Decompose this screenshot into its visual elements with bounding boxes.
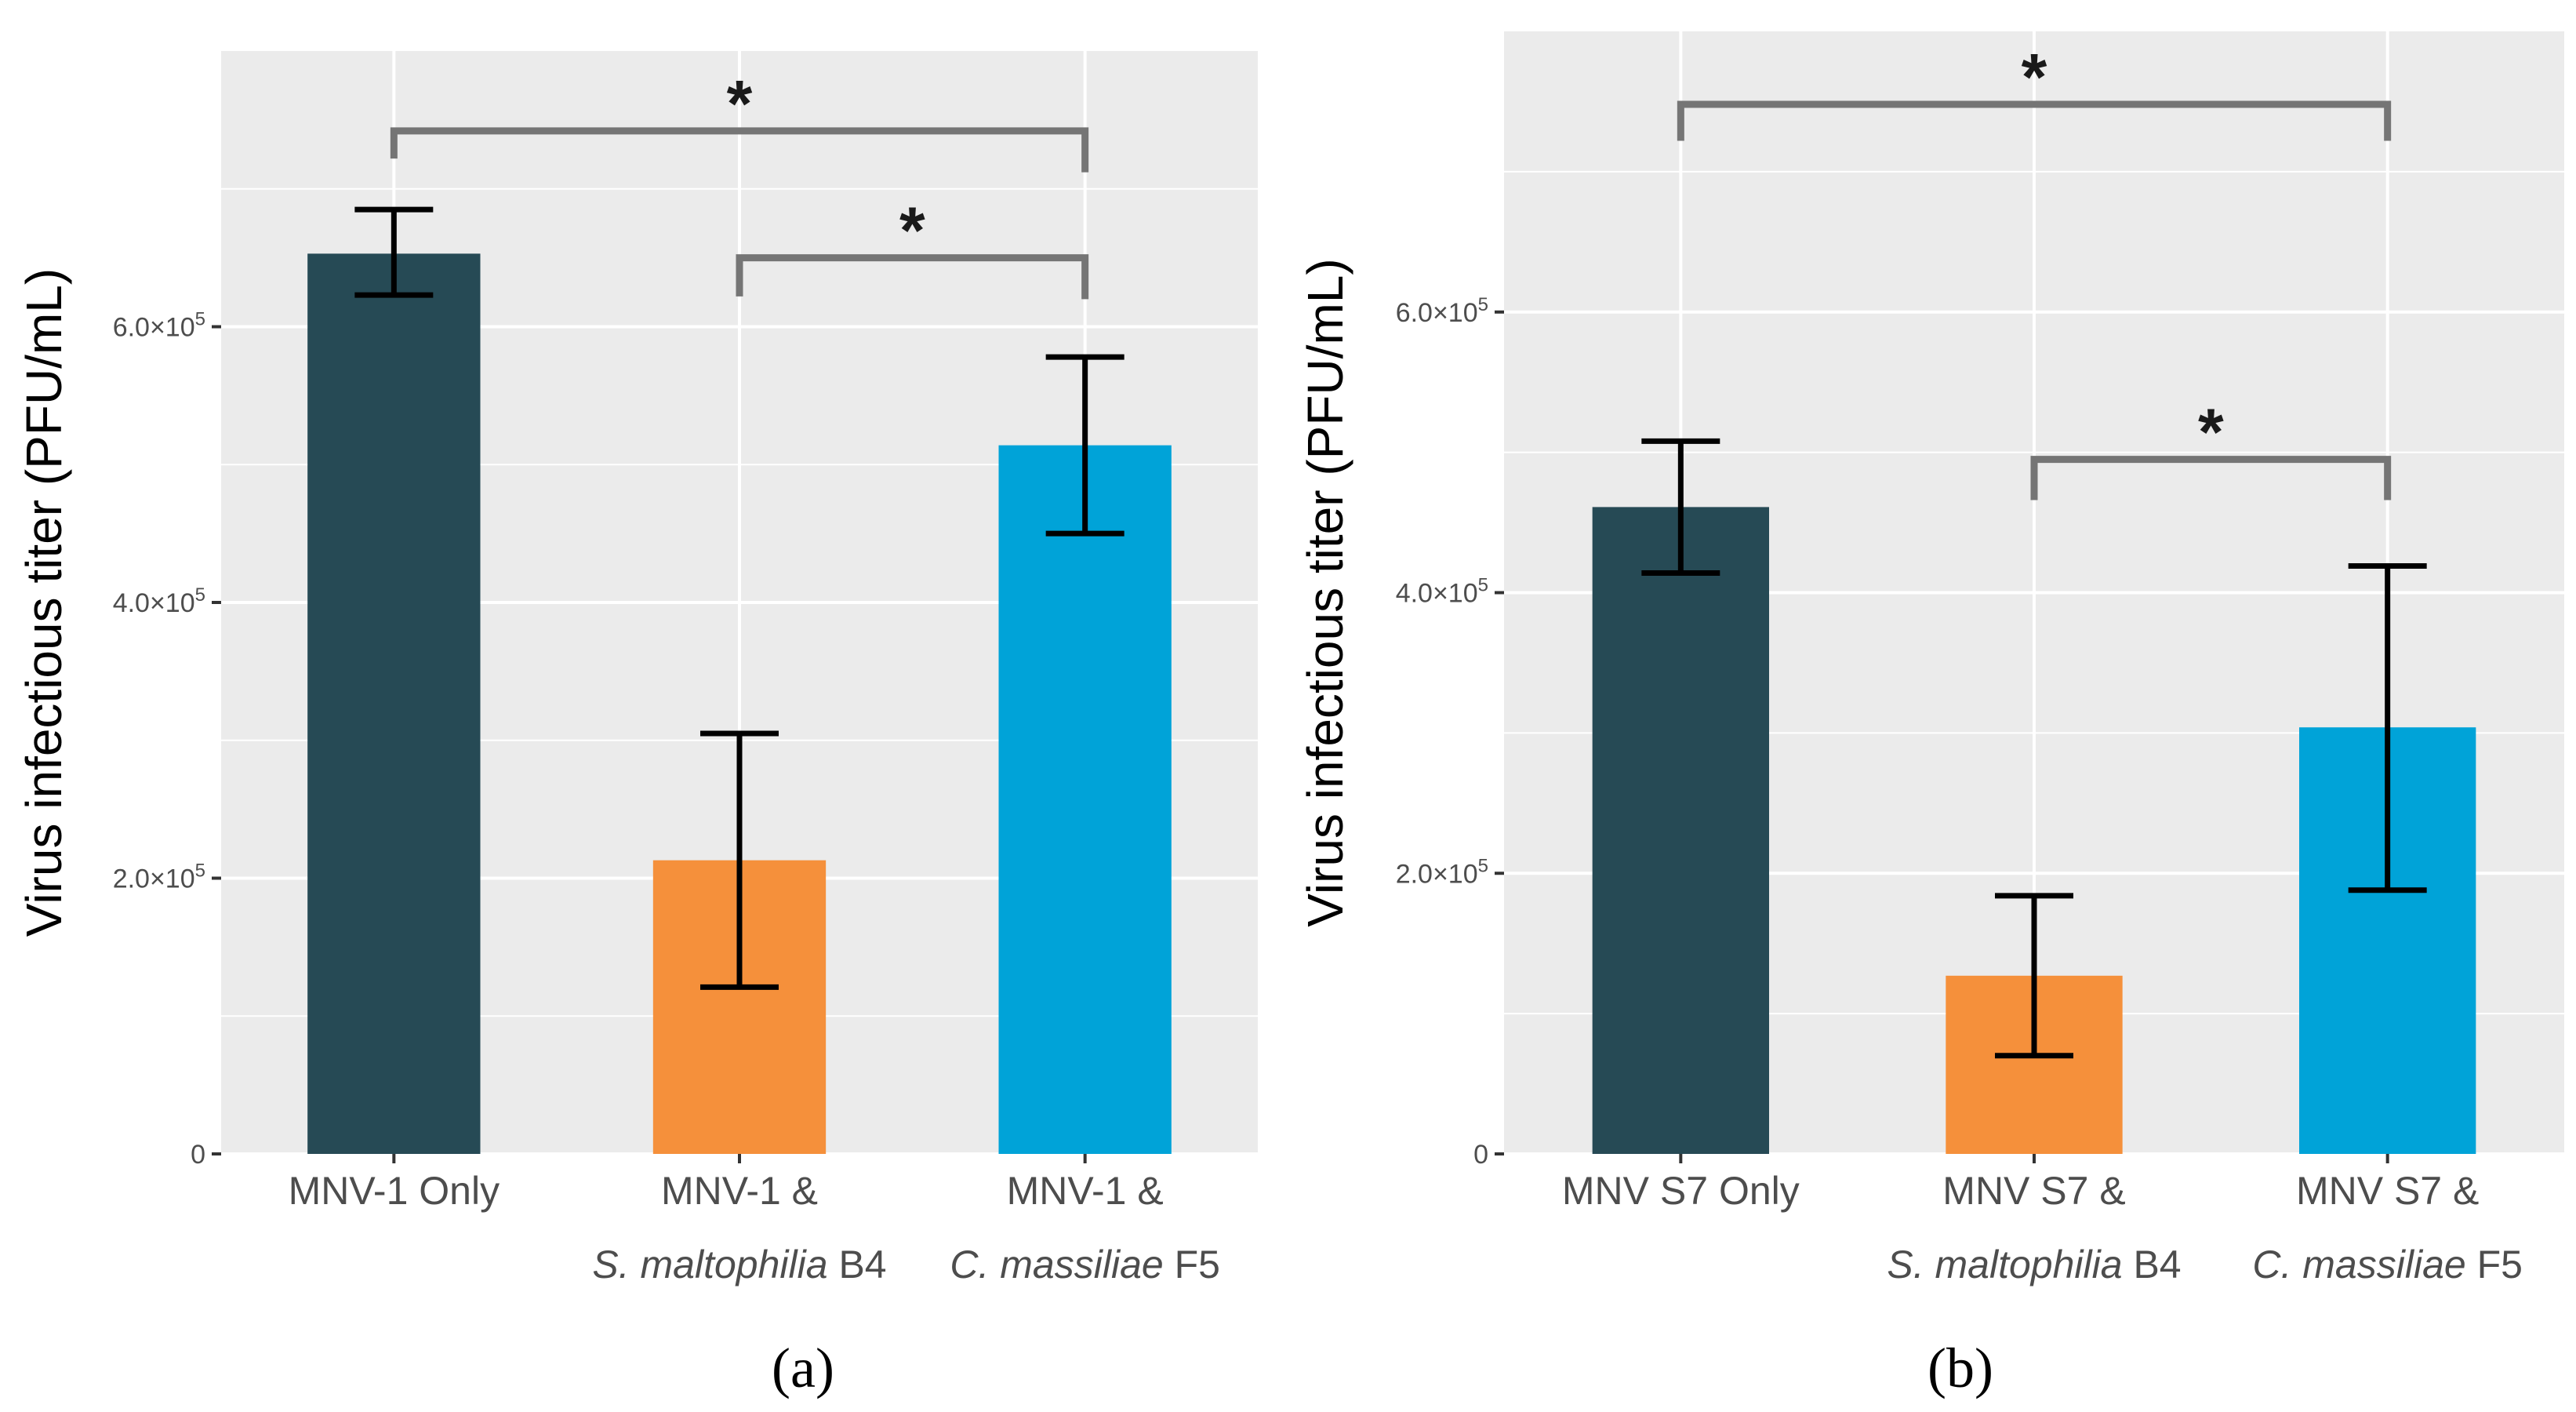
x-category-label: MNV-1 Only [289, 1169, 500, 1213]
y-tick-label: 4.0×105 [113, 584, 205, 618]
chart-panel-b: 0 2.0×105 4.0×105 6.0×105 * * MNV S7 Only MNV S… [1297, 31, 2564, 1399]
chart-panel-a: 0 2.0×105 4.0×105 6.0×105 * * MNV-1 Only MNV-1 … [16, 51, 1258, 1399]
significance-bracket-line [736, 254, 1089, 300]
error-bar-3 [1045, 354, 1125, 537]
error-bar-2 [1995, 893, 2073, 1059]
x-category-label: MNV-1 & [661, 1169, 818, 1213]
x-category-label: MNV S7 Only [1562, 1169, 1800, 1213]
error-bar-1 [1641, 438, 1720, 576]
significance-bracket-1: * [1677, 40, 2392, 141]
x-category-label: MNV S7 & [1942, 1169, 2125, 1213]
significance-bracket-1: * [390, 67, 1089, 173]
error-bar-3 [2348, 563, 2427, 893]
significance-bracket-2: * [2030, 395, 2392, 500]
y-tick-label: 4.0×105 [1396, 575, 1488, 609]
panel-label: (b) [1927, 1337, 1993, 1399]
y-tick-label: 6.0×105 [113, 309, 205, 343]
bar-1 [307, 253, 481, 1154]
error-bar-2 [700, 730, 779, 990]
x-category-sublabel: C. massiliae F5 [950, 1243, 1220, 1286]
y-axis-title: Virus infectious titer (PFU/mL) [1297, 258, 1353, 926]
significance-star: * [2022, 40, 2047, 114]
significance-bracket-line [390, 127, 1089, 173]
y-tick-label: 0 [1473, 1140, 1488, 1170]
y-tick-label: 0 [191, 1140, 205, 1170]
significance-bracket-line [1677, 100, 2392, 141]
x-category-label: MNV S7 & [2296, 1169, 2479, 1213]
significance-star: * [727, 67, 753, 140]
y-tick-label: 2.0×105 [113, 861, 205, 894]
panel-label: (a) [772, 1337, 834, 1399]
y-axis-title: Virus infectious titer (PFU/mL) [16, 268, 72, 937]
y-tick-label: 6.0×105 [1396, 294, 1488, 328]
x-category-label: MNV-1 & [1007, 1169, 1164, 1213]
significance-bracket-line [2030, 456, 2392, 500]
y-tick-label: 2.0×105 [1396, 855, 1488, 889]
x-category-sublabel: S. maltophilia B4 [1887, 1243, 2181, 1286]
x-category-sublabel: S. maltophilia B4 [592, 1243, 886, 1286]
significance-star: * [899, 194, 925, 267]
bar-1 [1592, 507, 1769, 1154]
bar-3 [998, 445, 1172, 1154]
significance-bracket-2: * [736, 194, 1089, 300]
error-bar-1 [354, 206, 434, 298]
x-category-sublabel: C. massiliae F5 [2252, 1243, 2523, 1286]
significance-star: * [2198, 395, 2224, 469]
